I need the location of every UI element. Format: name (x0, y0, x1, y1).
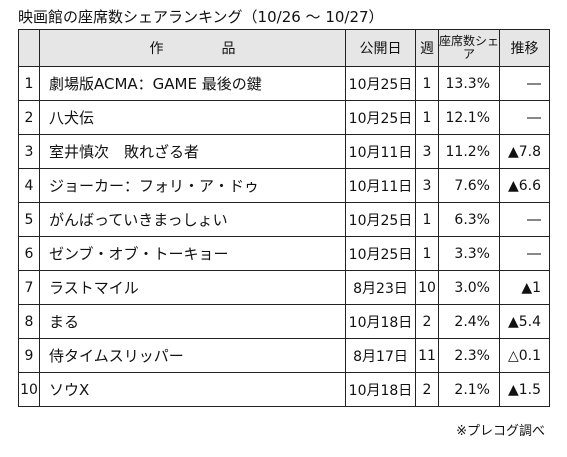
table-row: 9 侍タイムスリッパー 8月17日 11 2.3% △0.1 (18, 338, 550, 373)
rank-cell: 3 (18, 134, 40, 169)
release-date-cell: 10月25日 (345, 100, 416, 135)
title-cell: まる (39, 304, 346, 339)
trend-cell: ▲6.6 (499, 168, 550, 203)
source-note: ※プレコグ調べ (456, 424, 545, 439)
title-cell: ソウX (39, 372, 346, 407)
release-date-cell: 10月11日 (345, 168, 416, 203)
trend-cell: ▲7.8 (499, 134, 550, 169)
release-date-cell: 8月23日 (345, 270, 416, 305)
weeks-cell: 1 (415, 202, 439, 237)
release-date-cell: 10月25日 (345, 236, 416, 271)
rank-cell: 10 (18, 372, 40, 407)
trend-cell: ― (499, 236, 550, 271)
table-row: 10 ソウX 10月18日 2 2.1% ▲1.5 (18, 372, 550, 407)
table-row: 6 ゼンブ・オブ・トーキョー 10月25日 1 3.3% ― (18, 236, 550, 271)
title-cell: ジョーカー：フォリ・ア・ドゥ (39, 168, 346, 203)
seat-share-cell: 7.6% (438, 168, 500, 203)
title-cell: 劇場版ACMA：GAME 最後の鍵 (39, 66, 346, 101)
table-row: 3 室井慎次 敗れざる者 10月11日 3 11.2% ▲7.8 (18, 134, 550, 169)
weeks-cell: 2 (415, 304, 439, 339)
weeks-header: 週 (415, 29, 439, 67)
rank-cell: 2 (18, 100, 40, 135)
release-date-cell: 10月25日 (345, 202, 416, 237)
release-date-cell: 10月18日 (345, 372, 416, 407)
title-cell: がんばっていきまっしょい (39, 202, 346, 237)
title-cell: ゼンブ・オブ・トーキョー (39, 236, 346, 271)
rank-cell: 6 (18, 236, 40, 271)
trend-cell: △0.1 (499, 338, 550, 373)
weeks-cell: 1 (415, 236, 439, 271)
rank-cell: 9 (18, 338, 40, 373)
title-cell: 侍タイムスリッパー (39, 338, 346, 373)
weeks-cell: 3 (415, 134, 439, 169)
table-row: 5 がんばっていきまっしょい 10月25日 1 6.3% ― (18, 202, 550, 237)
rank-header (18, 29, 40, 67)
weeks-cell: 3 (415, 168, 439, 203)
rank-cell: 7 (18, 270, 40, 305)
title-cell: 八犬伝 (39, 100, 346, 135)
trend-cell: ― (499, 100, 550, 135)
table-row: 4 ジョーカー：フォリ・ア・ドゥ 10月11日 3 7.6% ▲6.6 (18, 168, 550, 203)
table-header-row: 作 品 公開日 週 座席数シェア 推移 (18, 29, 550, 67)
rank-cell: 4 (18, 168, 40, 203)
release-date-cell: 10月25日 (345, 66, 416, 101)
seat-share-cell: 13.3% (438, 66, 500, 101)
seat-share-cell: 2.4% (438, 304, 500, 339)
trend-cell: ▲5.4 (499, 304, 550, 339)
title-cell: ラストマイル (39, 270, 346, 305)
weeks-cell: 2 (415, 372, 439, 407)
rank-cell: 1 (18, 66, 40, 101)
release-date-cell: 8月17日 (345, 338, 416, 373)
release-date-header: 公開日 (345, 29, 416, 67)
weeks-cell: 11 (415, 338, 439, 373)
seat-share-cell: 2.3% (438, 338, 500, 373)
rank-cell: 8 (18, 304, 40, 339)
table-row: 2 八犬伝 10月25日 1 12.1% ― (18, 100, 550, 135)
trend-cell: ▲1 (499, 270, 550, 305)
weeks-cell: 10 (415, 270, 439, 305)
table-row: 8 まる 10月18日 2 2.4% ▲5.4 (18, 304, 550, 339)
weeks-cell: 1 (415, 66, 439, 101)
trend-cell: ― (499, 66, 550, 101)
seat-share-cell: 12.1% (438, 100, 500, 135)
release-date-cell: 10月18日 (345, 304, 416, 339)
rank-cell: 5 (18, 202, 40, 237)
trend-cell: ▲1.5 (499, 372, 550, 407)
seat-share-cell: 3.3% (438, 236, 500, 271)
title-header: 作 品 (39, 29, 346, 67)
table-row: 7 ラストマイル 8月23日 10 3.0% ▲1 (18, 270, 550, 305)
seat-share-header: 座席数シェア (438, 29, 500, 67)
trend-header: 推移 (499, 29, 550, 67)
ranking-table: 作 品 公開日 週 座席数シェア 推移 1 劇場版ACMA：GAME 最後の鍵 10… (18, 29, 550, 407)
title-cell: 室井慎次 敗れざる者 (39, 134, 346, 169)
page-title: 映画館の座席数シェアランキング（10/26 ～ 10/27） (18, 8, 384, 26)
seat-share-cell: 2.1% (438, 372, 500, 407)
seat-share-cell: 3.0% (438, 270, 500, 305)
release-date-cell: 10月11日 (345, 134, 416, 169)
trend-cell: ― (499, 202, 550, 237)
seat-share-cell: 11.2% (438, 134, 500, 169)
table-row: 1 劇場版ACMA：GAME 最後の鍵 10月25日 1 13.3% ― (18, 66, 550, 101)
weeks-cell: 1 (415, 100, 439, 135)
seat-share-cell: 6.3% (438, 202, 500, 237)
